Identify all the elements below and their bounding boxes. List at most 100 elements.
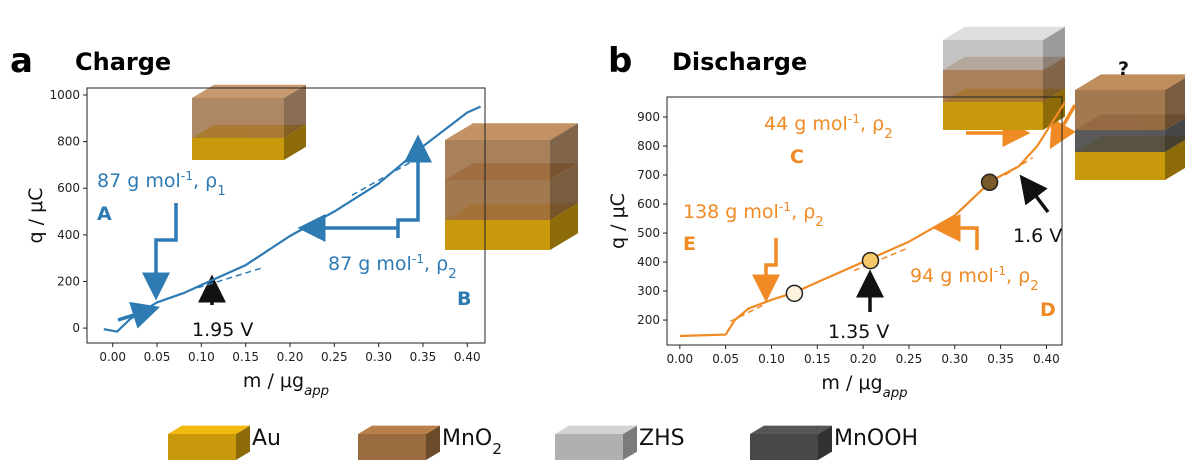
text-part: 2 [1030,279,1038,294]
annotation: 1.6 V [1013,225,1062,247]
annotation: 138 g mol-1, ρ2 [683,200,824,230]
slab-side [550,123,578,180]
slab [358,425,440,460]
y-tick-label: 800 [637,139,660,153]
legend-label: MnOOH [834,426,918,451]
text-part: 1.6 V [1013,225,1062,247]
slab-side [550,163,578,220]
annotation: B [457,288,471,310]
slab-side [1165,118,1185,152]
text-part: , ρ [860,113,884,135]
text-part: , ρ [1006,265,1030,287]
slab [555,425,637,460]
text-part: -1 [994,264,1006,278]
slab [1075,74,1185,130]
slab-side [284,124,306,160]
y-tick-label: 500 [637,226,660,240]
chart-title: Charge [75,48,171,76]
x-tick-label: 0.00 [99,350,126,364]
panel-label: b [608,41,632,81]
x-tick-label: 0.20 [277,350,304,364]
fit-line [351,159,415,196]
slab [750,425,832,460]
text-part: , ρ [791,201,815,223]
text-part: B [457,288,471,310]
y-tick-label: 600 [57,181,80,195]
legend-label: Au [252,426,281,451]
text-part: ZHS [639,426,685,451]
text-part: 87 g mol [328,253,412,275]
x-tick-label: 0.10 [188,350,215,364]
x-tick-label: 0.15 [232,350,259,364]
x-tick-label: 0.25 [321,350,348,364]
annotation: D [1040,299,1056,321]
x-tick-label: 0.30 [365,350,392,364]
annotation: 87 g mol-1, ρ2 [328,252,457,282]
text-part: -1 [181,169,193,183]
y-tick-label: 0 [72,321,80,335]
text-part: 138 g mol [683,201,779,223]
x-tick-label: 0.40 [1033,352,1060,366]
y-tick-label: 200 [57,274,80,288]
y-tick-label: 300 [637,284,660,298]
slab-side [284,84,306,138]
slab [943,26,1065,70]
slab-side [1165,78,1185,130]
x-axis-label: m / μgapp [243,370,329,399]
text-part: -1 [412,252,424,266]
slab-top [358,425,440,434]
arrow [117,301,161,329]
annotation: 44 g mol-1, ρ2 [764,112,893,142]
text-part: m [243,370,262,392]
annotation: C [790,146,804,168]
slab-side [426,425,440,460]
slab-front [358,434,426,460]
y-tick-label: 1000 [49,88,80,102]
text-part: MnOOH [834,426,918,451]
arrow [1049,104,1077,150]
x-tick-label: 0.25 [896,352,923,366]
slab-top [750,425,832,434]
text-part: m [821,372,840,394]
slab-front [943,40,1043,70]
y-tick-label: 900 [637,110,660,124]
text-part: , ρ [193,170,217,192]
arrow [752,238,780,303]
arrows [117,104,1077,329]
slab-front [445,140,550,180]
fit-line [729,304,763,323]
x-tick-label: 0.00 [666,352,693,366]
slab-front [750,434,818,460]
slab-side [1165,139,1185,180]
arrow [932,214,979,250]
text-part: 2 [884,127,892,142]
text-part: A [97,203,112,225]
y-tick-label: 400 [57,228,80,242]
text-part: 1.95 V [192,319,253,341]
text-part: -1 [779,200,791,214]
slab-front [555,434,623,460]
slab-front [192,98,284,138]
slab-front [1075,90,1165,130]
arrow [142,203,178,301]
text-part: Au [252,426,281,451]
slab [192,84,306,138]
slab-front [943,70,1043,102]
annotation: 87 g mol-1, ρ1 [97,169,226,199]
plot-frame [666,96,1063,346]
legend-label: ZHS [639,426,685,451]
slab-side [1043,88,1065,130]
text-part: 94 g mol [910,265,994,287]
x-tick-label: 0.20 [850,352,877,366]
text-part: 2 [448,267,456,282]
x-tick-label: 0.30 [941,352,968,366]
slab-top [445,123,578,140]
fit-line [1004,156,1034,176]
x-tick-label: 0.10 [758,352,785,366]
slab-front [1075,130,1165,152]
slab-side [623,425,637,460]
chart-title: Discharge [672,48,807,76]
text-part: MnO [442,426,492,451]
y-tick-label: 600 [637,197,660,211]
